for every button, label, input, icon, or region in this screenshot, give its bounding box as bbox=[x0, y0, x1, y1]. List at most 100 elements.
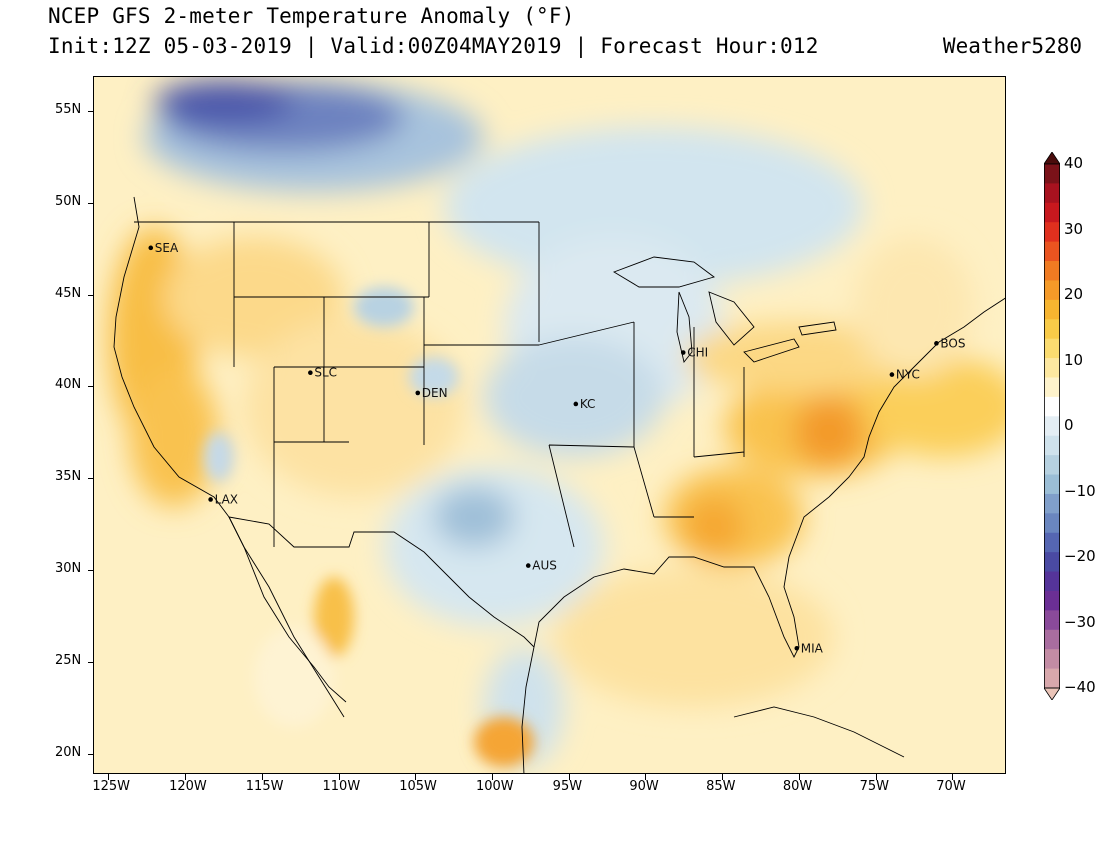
colorbar-label: −30 bbox=[1064, 612, 1096, 631]
colorbar-segment bbox=[1044, 649, 1060, 670]
lon-tick bbox=[645, 774, 647, 780]
colorbar-segment bbox=[1044, 552, 1060, 573]
temperature-anomaly-map: SEA SLC DEN LAX KC CHI AUS NYC BOS MIA bbox=[94, 77, 1005, 773]
boundaries bbox=[113, 196, 1005, 773]
lon-tick bbox=[875, 774, 877, 780]
anomaly-shading bbox=[109, 80, 1005, 767]
colorbar-segment bbox=[1044, 455, 1060, 476]
city-dot-nyc bbox=[889, 372, 895, 377]
city-label-slc: SLC bbox=[314, 366, 337, 380]
lat-label: 20N bbox=[55, 744, 82, 760]
lat-tick bbox=[88, 570, 94, 572]
lon-tick bbox=[338, 774, 340, 780]
colorbar-segment bbox=[1044, 202, 1060, 223]
city-label-aus: AUS bbox=[532, 559, 557, 573]
lon-label: 90W bbox=[629, 779, 659, 794]
lon-label: 105W bbox=[399, 779, 437, 794]
city-label-kc: KC bbox=[580, 397, 596, 411]
lon-label: 115W bbox=[245, 779, 284, 794]
lon-label: 75W bbox=[859, 779, 889, 794]
city-label-lax: LAX bbox=[215, 492, 238, 506]
colorbar-max-arrow bbox=[1043, 151, 1061, 165]
city-label-den: DEN bbox=[422, 386, 448, 400]
city-dot-mia bbox=[794, 645, 800, 651]
baja-coast bbox=[228, 516, 347, 703]
us-mexico-border bbox=[228, 516, 535, 648]
lon-tick bbox=[798, 774, 800, 780]
colorbar-segment bbox=[1044, 416, 1060, 437]
colorbar bbox=[1043, 151, 1061, 701]
lat-label: 25N bbox=[55, 652, 82, 668]
colorbar-min-arrow bbox=[1043, 687, 1061, 701]
lon-label: 100W bbox=[475, 779, 514, 794]
colorbar-segment bbox=[1044, 319, 1060, 340]
lat-label: 45N bbox=[55, 285, 82, 301]
lon-label: 95W bbox=[552, 779, 583, 794]
cuba-outline bbox=[733, 706, 905, 758]
colorbar-segment bbox=[1044, 261, 1060, 281]
city-label-nyc: NYC bbox=[896, 368, 920, 382]
colorbar-segment bbox=[1044, 435, 1060, 456]
colorbar-segment bbox=[1044, 571, 1060, 592]
lake-erie bbox=[743, 338, 800, 363]
colorbar-label: 40 bbox=[1064, 154, 1084, 172]
colorbar-segment bbox=[1044, 222, 1060, 243]
colorbar-segment bbox=[1044, 590, 1060, 611]
city-dot-aus bbox=[525, 563, 531, 568]
lon-tick bbox=[568, 774, 570, 780]
colorbar-label: 20 bbox=[1064, 285, 1084, 303]
lat-tick bbox=[88, 294, 94, 296]
lon-tick bbox=[491, 774, 493, 780]
brand-label: Weather5280 bbox=[942, 34, 1082, 58]
city-dot-bos bbox=[934, 341, 939, 346]
lon-label: 70W bbox=[936, 779, 966, 794]
colorbar-segment bbox=[1044, 396, 1060, 417]
chart-subtitle: Init:12Z 05-03-2019 | Valid:00Z04MAY2019… bbox=[48, 34, 819, 58]
map-area: SEA SLC DEN LAX KC CHI AUS NYC BOS MIA bbox=[93, 76, 1006, 774]
lat-tick bbox=[88, 110, 94, 112]
colorbar-segment bbox=[1044, 513, 1060, 534]
lon-label: 120W bbox=[169, 779, 207, 794]
lat-label: 50N bbox=[55, 193, 82, 209]
lake-superior bbox=[612, 256, 715, 288]
colorbar-label: 0 bbox=[1064, 416, 1074, 434]
lon-tick bbox=[722, 774, 724, 780]
city-dot-slc bbox=[308, 370, 313, 376]
colorbar-segment bbox=[1044, 668, 1060, 689]
lat-tick bbox=[88, 202, 94, 204]
lake-michigan bbox=[676, 291, 693, 364]
lon-label: 85W bbox=[706, 779, 736, 794]
lon-tick bbox=[185, 774, 187, 780]
lat-label: 55N bbox=[55, 101, 82, 117]
colorbar-segment bbox=[1044, 474, 1060, 495]
lat-label: 35N bbox=[55, 469, 82, 485]
lat-label: 40N bbox=[55, 377, 82, 393]
colorbar-segment bbox=[1044, 610, 1060, 631]
colorbar-segment bbox=[1044, 532, 1060, 553]
colorbar-segment bbox=[1044, 338, 1060, 359]
lon-tick bbox=[108, 774, 110, 780]
colorbar-segment bbox=[1044, 493, 1060, 514]
colorbar-outline bbox=[1044, 163, 1060, 689]
lon-label: 125W bbox=[92, 779, 131, 794]
lake-huron bbox=[708, 291, 755, 346]
city-dot-den bbox=[415, 390, 421, 396]
lat-tick bbox=[88, 661, 94, 663]
state-borders bbox=[233, 222, 745, 548]
city-dot-lax bbox=[208, 497, 213, 502]
colorbar-segment bbox=[1044, 164, 1060, 184]
lat-label: 30N bbox=[55, 561, 82, 577]
colorbar-label: −10 bbox=[1064, 481, 1096, 500]
colorbar-segment bbox=[1044, 358, 1060, 378]
colorbar-scale bbox=[1043, 151, 1061, 701]
colorbar-label: −40 bbox=[1064, 678, 1096, 696]
lon-tick bbox=[952, 774, 954, 780]
colorbar-label: 10 bbox=[1064, 350, 1084, 369]
city-dot-sea bbox=[148, 245, 154, 251]
lon-label: 80W bbox=[782, 779, 813, 794]
city-dot-kc bbox=[573, 401, 579, 407]
lat-tick bbox=[88, 753, 94, 755]
atlantic-coastline bbox=[828, 297, 1005, 498]
lon-label: 110W bbox=[322, 779, 361, 794]
city-label-chi: CHI bbox=[687, 346, 708, 360]
